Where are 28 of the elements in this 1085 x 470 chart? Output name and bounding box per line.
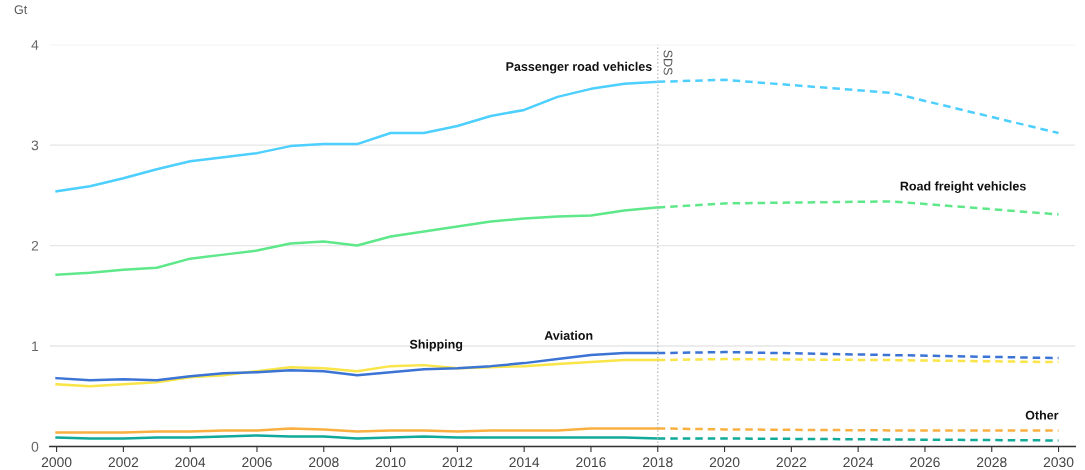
x-tick-label: 2026 bbox=[910, 457, 940, 468]
annotation: Shipping bbox=[409, 339, 463, 352]
annotation: Aviation bbox=[544, 330, 593, 340]
x-tick-label: 2004 bbox=[175, 457, 206, 468]
x-tick-label: 2020 bbox=[709, 457, 740, 468]
annotation: Road freight vehicles bbox=[900, 181, 1026, 194]
y-tick-label: 1 bbox=[32, 341, 39, 352]
x-tick-label: 2000 bbox=[41, 457, 72, 468]
x-tick-label: 2024 bbox=[843, 457, 874, 468]
y-tick-label: 4 bbox=[31, 40, 39, 50]
x-tick-label: 2006 bbox=[242, 457, 272, 468]
x-tick-label: 2018 bbox=[643, 457, 673, 468]
annotation: Other bbox=[1025, 410, 1059, 420]
x-tick-label: 2028 bbox=[976, 457, 1007, 468]
x-tick-label: 2030 bbox=[1043, 457, 1074, 468]
ref-line-label: SDS bbox=[663, 50, 673, 75]
x-tick-label: 2010 bbox=[375, 457, 406, 468]
x-tick-label: 2016 bbox=[576, 457, 606, 468]
y-tick-label: 2 bbox=[31, 240, 39, 251]
x-tick-label: 2008 bbox=[309, 457, 339, 468]
y-tick-label: 3 bbox=[31, 140, 39, 151]
y-tick-label: 0 bbox=[31, 441, 39, 452]
x-tick-label: 2012 bbox=[442, 457, 473, 468]
x-tick-label: 2002 bbox=[108, 457, 139, 468]
y-axis-title: Gt bbox=[14, 5, 28, 15]
annotation: Passenger road vehicles bbox=[506, 61, 652, 74]
x-tick-label: 2022 bbox=[776, 457, 807, 468]
x-tick-label: 2014 bbox=[509, 457, 540, 468]
